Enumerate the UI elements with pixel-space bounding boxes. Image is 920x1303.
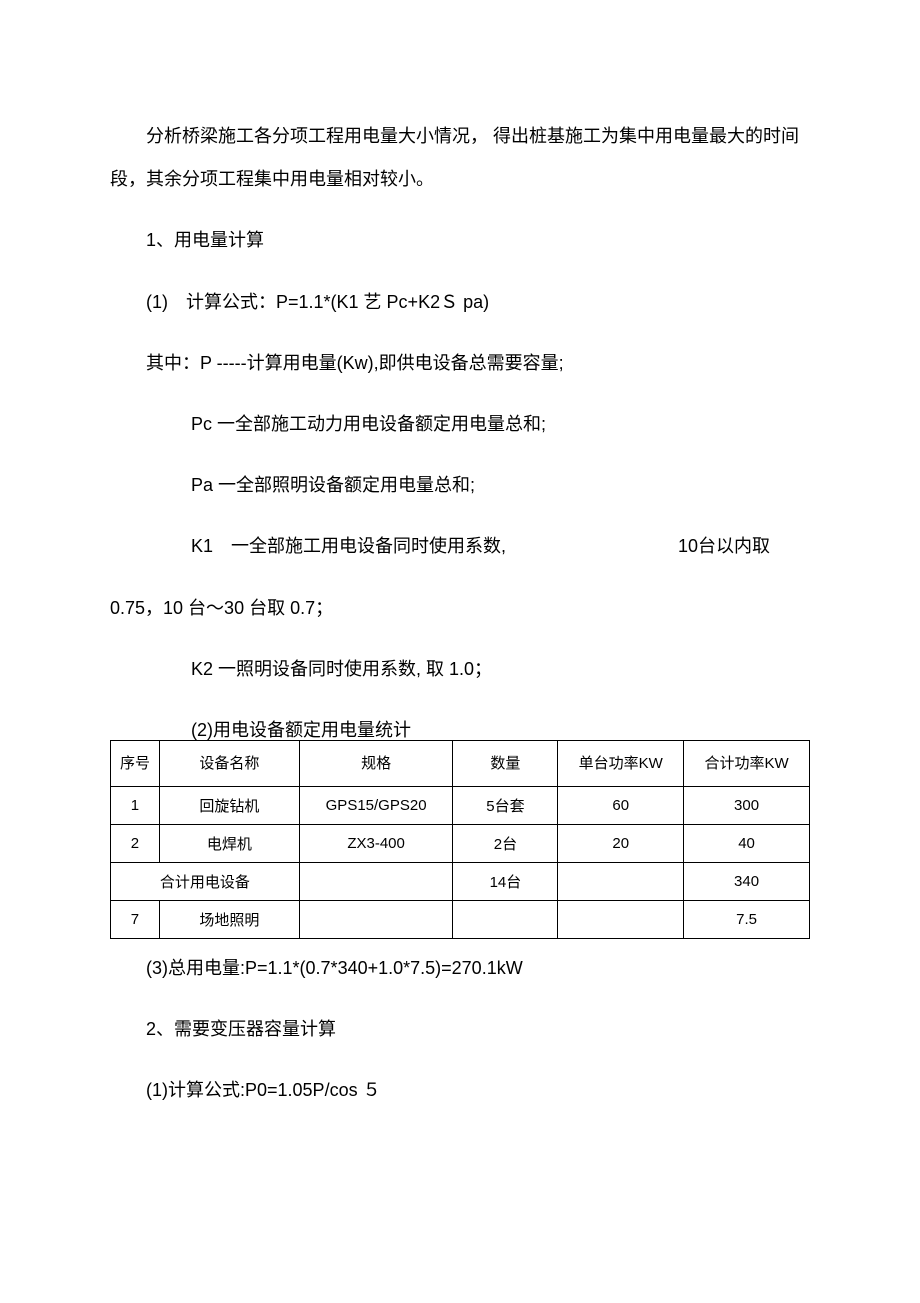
table-row: 1 回旋钻机 GPS15/GPS20 5台套 60 300: [111, 787, 810, 825]
formula-1: (1) 计算公式：P=1.1*(K1 艺 Pc+K2Ｓ pa): [110, 281, 810, 324]
definition-k1-row: K1 一全部施工用电设备同时使用系数, 10台以内取: [110, 525, 810, 568]
header-unit: 单台功率KW: [558, 741, 684, 787]
cell-total: 7.5: [684, 901, 810, 939]
cell-total: 300: [684, 787, 810, 825]
cell-spec: [299, 863, 453, 901]
header-qty: 数量: [453, 741, 558, 787]
cell-spec: [299, 901, 453, 939]
definition-k1-values: 0.75，10 台〜30 台取 0.7；: [110, 587, 810, 630]
cell-seq: 2: [111, 825, 160, 863]
table-row: 2 电焊机 ZX3-400 2台 20 40: [111, 825, 810, 863]
section-1-title: 1、用电量计算: [110, 219, 810, 262]
cell-seq: 7: [111, 901, 160, 939]
cell-spec: GPS15/GPS20: [299, 787, 453, 825]
cell-unit: 60: [558, 787, 684, 825]
table-row-summary: 合计用电设备 14台 340: [111, 863, 810, 901]
definition-p: 其中：P -----计算用电量(Kw),即供电设备总需要容量;: [110, 342, 810, 385]
cell-unit: 20: [558, 825, 684, 863]
cell-unit: [558, 863, 684, 901]
table-header-row: 序号 设备名称 规格 数量 单台功率KW 合计功率KW: [111, 741, 810, 787]
equipment-table: 序号 设备名称 规格 数量 单台功率KW 合计功率KW 1 回旋钻机 GPS15…: [110, 740, 810, 939]
cell-seq: 1: [111, 787, 160, 825]
cell-unit: [558, 901, 684, 939]
definition-pa: Pa 一全部照明设备额定用电量总和;: [110, 464, 810, 507]
cell-summary-label: 合计用电设备: [111, 863, 300, 901]
formula-2: (1)计算公式:P0=1.05P/cos ５: [110, 1069, 810, 1112]
definition-pc: Pc 一全部施工动力用电设备额定用电量总和;: [110, 403, 810, 446]
definition-k1-left: K1 一全部施工用电设备同时使用系数,: [191, 525, 506, 568]
cell-total: 40: [684, 825, 810, 863]
definition-k2: K2 一照明设备同时使用系数, 取 1.0；: [110, 648, 810, 691]
total-power-calc: (3)总用电量:P=1.1*(0.7*340+1.0*7.5)=270.1kW: [110, 947, 810, 990]
header-seq: 序号: [111, 741, 160, 787]
cell-qty: [453, 901, 558, 939]
cell-total: 340: [684, 863, 810, 901]
cell-name: 场地照明: [159, 901, 299, 939]
definition-k1-right: 10台以内取: [678, 525, 770, 568]
cell-name: 回旋钻机: [159, 787, 299, 825]
header-total: 合计功率KW: [684, 741, 810, 787]
cell-name: 电焊机: [159, 825, 299, 863]
table-row: 7 场地照明 7.5: [111, 901, 810, 939]
cell-qty: 14台: [453, 863, 558, 901]
section-2-title: 2、需要变压器容量计算: [110, 1008, 810, 1051]
cell-qty: 2台: [453, 825, 558, 863]
intro-paragraph: 分析桥梁施工各分项工程用电量大小情况， 得出桩基施工为集中用电量最大的时间段，其…: [110, 115, 810, 201]
cell-qty: 5台套: [453, 787, 558, 825]
cell-spec: ZX3-400: [299, 825, 453, 863]
